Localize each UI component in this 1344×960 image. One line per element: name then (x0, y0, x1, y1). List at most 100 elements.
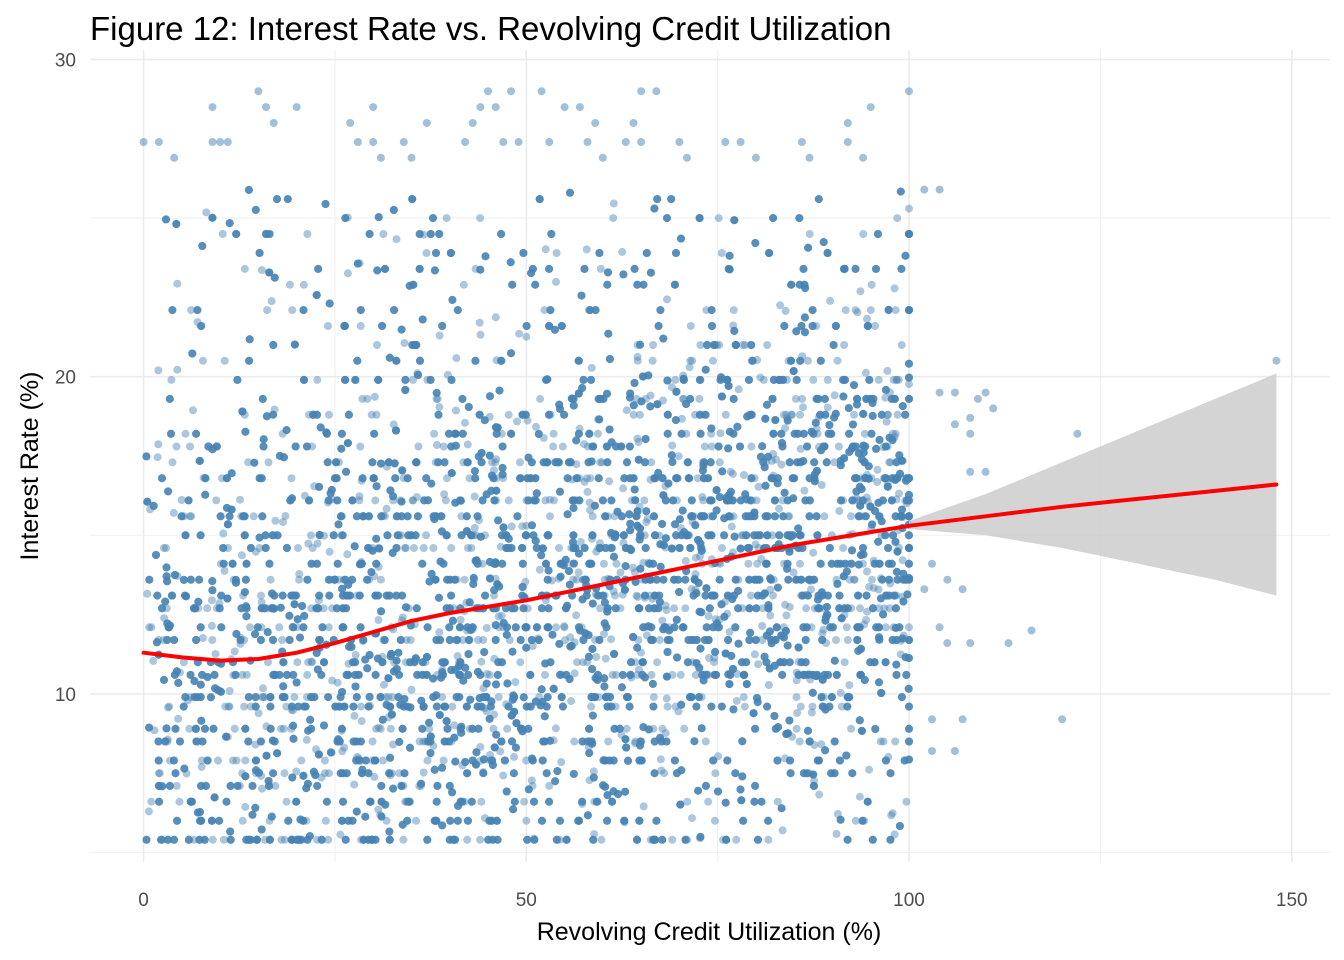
data-point (522, 756, 531, 765)
data-point (290, 591, 299, 600)
data-point (241, 802, 250, 811)
data-point (512, 719, 521, 728)
data-point (725, 491, 734, 499)
data-point (705, 654, 714, 662)
data-point (609, 787, 618, 796)
data-point (420, 496, 429, 505)
data-point (741, 341, 749, 349)
data-point (688, 517, 697, 526)
data-point (409, 280, 418, 289)
data-point (595, 415, 604, 424)
data-point (695, 552, 704, 561)
data-point (704, 474, 713, 483)
data-point (414, 442, 423, 451)
data-point (812, 322, 821, 330)
data-point (839, 496, 847, 505)
data-point (292, 797, 301, 806)
data-point (240, 531, 249, 540)
data-point (562, 835, 571, 844)
data-point (781, 306, 790, 315)
data-point (820, 512, 829, 521)
data-point (432, 512, 441, 521)
data-point (688, 814, 696, 823)
data-point (711, 615, 720, 624)
data-point (468, 724, 477, 733)
data-point (592, 547, 601, 556)
data-point (476, 214, 485, 223)
data-point (308, 544, 317, 552)
data-point (857, 644, 865, 653)
data-point (646, 268, 655, 277)
data-point (770, 496, 779, 505)
data-point (257, 598, 266, 607)
data-point (492, 455, 501, 464)
data-point (510, 604, 519, 613)
data-point (688, 356, 697, 365)
data-point (359, 835, 368, 844)
data-point (459, 676, 468, 685)
data-point (557, 693, 566, 702)
data-point (787, 280, 796, 289)
data-point (460, 575, 469, 584)
data-point (433, 441, 441, 449)
data-point (856, 670, 865, 679)
data-point (892, 670, 901, 679)
data-point (552, 277, 560, 286)
data-point (689, 512, 698, 521)
data-point (844, 693, 853, 702)
data-point (404, 604, 413, 613)
data-point (241, 772, 250, 781)
data-point (649, 835, 658, 844)
data-point (287, 705, 296, 714)
data-point (217, 623, 226, 632)
data-point (432, 816, 441, 825)
data-point (797, 591, 806, 600)
data-point (633, 434, 642, 443)
data-point (574, 568, 583, 577)
data-point (418, 559, 427, 568)
data-point (905, 373, 913, 382)
data-point (570, 669, 579, 678)
data-point (528, 521, 536, 530)
data-point (874, 230, 882, 238)
data-point (378, 652, 387, 661)
data-point (832, 829, 841, 838)
data-point (492, 486, 501, 495)
data-point (255, 544, 264, 552)
data-point (749, 709, 758, 718)
data-point (847, 559, 856, 568)
data-point (869, 556, 878, 565)
data-point (455, 662, 464, 671)
data-point (338, 623, 347, 632)
data-point (154, 366, 163, 375)
data-point (639, 623, 648, 632)
data-point (269, 769, 278, 778)
data-point (238, 769, 247, 778)
data-point (308, 658, 317, 667)
data-point (164, 703, 173, 712)
data-point (219, 529, 228, 538)
data-point (893, 474, 902, 483)
data-point (704, 636, 713, 644)
data-point (587, 702, 596, 711)
data-point (738, 341, 747, 349)
data-point (324, 623, 333, 632)
data-point (523, 604, 532, 613)
data-point (419, 768, 428, 777)
data-point (187, 306, 196, 315)
data-point (356, 442, 365, 451)
data-point (784, 356, 793, 365)
data-point (388, 693, 397, 702)
data-point (863, 797, 872, 806)
data-point (883, 366, 892, 375)
data-point (474, 724, 483, 733)
data-point (792, 575, 801, 584)
data-point (240, 702, 249, 711)
data-point (476, 743, 485, 751)
data-point (214, 756, 222, 765)
data-point (574, 429, 583, 438)
data-point (699, 474, 708, 483)
data-point (551, 724, 560, 733)
data-point (752, 575, 761, 584)
data-point (745, 575, 754, 584)
